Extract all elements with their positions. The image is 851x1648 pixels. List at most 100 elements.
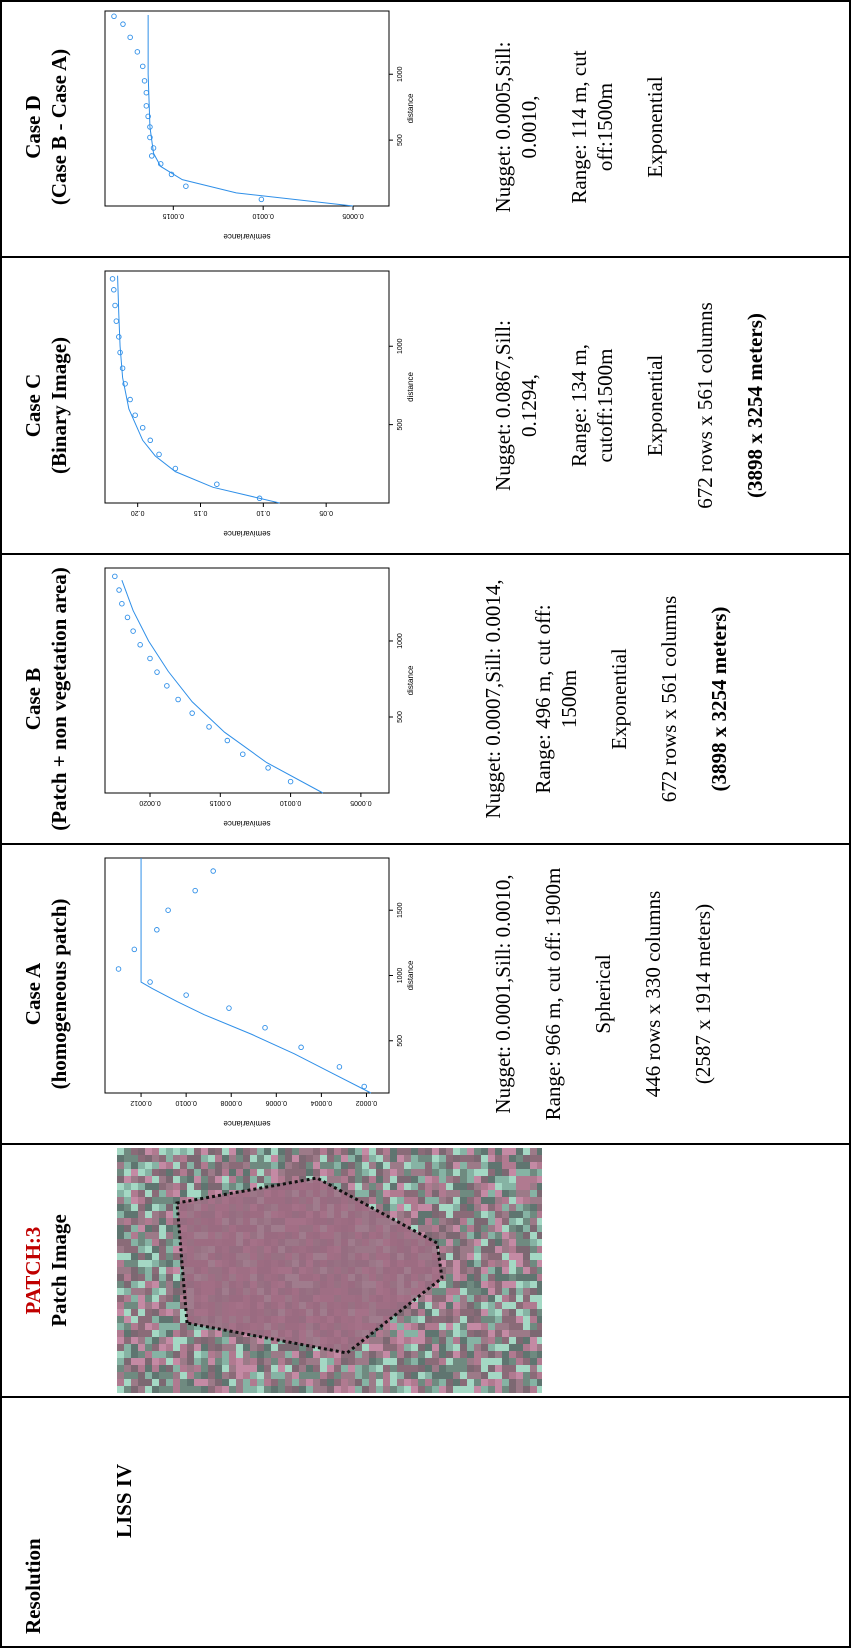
pixel [516, 1365, 523, 1372]
pixel [509, 1295, 516, 1302]
pixel [439, 1183, 446, 1190]
pixel [194, 1183, 201, 1190]
pixel [166, 1344, 173, 1351]
pixel [530, 1211, 537, 1218]
pixel [236, 1365, 243, 1372]
pixel [187, 1351, 194, 1358]
pixel [488, 1274, 495, 1281]
pixel [467, 1239, 474, 1246]
pixel [439, 1211, 446, 1218]
pixel [425, 1358, 432, 1365]
pixel [166, 1316, 173, 1323]
case-column: Case D (Case B - Case A) 500 1000 0.0005 0.0… [2, 0, 849, 256]
pixel [299, 1148, 306, 1155]
pixel [474, 1148, 481, 1155]
pixel [145, 1274, 152, 1281]
pixel [439, 1351, 446, 1358]
pixel [509, 1218, 516, 1225]
point [189, 710, 195, 716]
pixel [159, 1155, 166, 1162]
pixel [460, 1295, 467, 1302]
pixel [236, 1169, 243, 1176]
pixel [159, 1330, 166, 1337]
pixel [488, 1288, 495, 1295]
pixel [404, 1337, 411, 1344]
pixel [432, 1183, 439, 1190]
point [124, 614, 131, 621]
pixel [453, 1169, 460, 1176]
pixel [488, 1330, 495, 1337]
pixel [271, 1386, 278, 1393]
pixel [446, 1267, 453, 1274]
pixel [383, 1379, 390, 1386]
pixel [348, 1386, 355, 1393]
pixel [418, 1365, 425, 1372]
pixel [194, 1190, 201, 1197]
y-tick-label: 0.0015 [209, 799, 231, 806]
text-line: Spherical [591, 954, 615, 1034]
header: Case D (Case B - Case A) [2, 0, 102, 256]
pixel [376, 1351, 383, 1358]
case-text: Nugget: 0.0001,Sill: 0.0010, Range: 966 … [490, 845, 740, 1143]
pixel [229, 1365, 236, 1372]
pixel [117, 1176, 124, 1183]
pixel [502, 1379, 509, 1386]
pixel [348, 1190, 355, 1197]
pixel [537, 1148, 542, 1155]
pixel [236, 1386, 243, 1393]
pixel [397, 1204, 404, 1211]
pixel [250, 1148, 257, 1155]
pixel [208, 1344, 215, 1351]
pixel [509, 1148, 516, 1155]
pixel [530, 1169, 537, 1176]
pixel [474, 1386, 481, 1393]
pixel [306, 1379, 313, 1386]
pixel [397, 1365, 404, 1372]
pixel [446, 1225, 453, 1232]
pixel [530, 1239, 537, 1246]
pixel [502, 1260, 509, 1267]
pixel [131, 1169, 138, 1176]
pixel [229, 1379, 236, 1386]
y-tick-label: 0.10 [256, 509, 270, 516]
x-tick-label: 1000 [397, 338, 404, 354]
pixel [425, 1218, 432, 1225]
pixel [404, 1162, 411, 1169]
pixel [460, 1169, 467, 1176]
point [150, 145, 157, 151]
pixel [201, 1386, 208, 1393]
pixel [327, 1169, 334, 1176]
pixel [145, 1351, 152, 1358]
pixel [488, 1267, 495, 1274]
pixel [159, 1253, 166, 1260]
pixel [474, 1288, 481, 1295]
pixel [404, 1365, 411, 1372]
point [141, 78, 148, 84]
text-line: Range: 496 m, cut off: 1500m [531, 604, 581, 794]
pixel [502, 1169, 509, 1176]
pixel [460, 1330, 467, 1337]
pixel [530, 1281, 537, 1288]
pixel [250, 1351, 257, 1358]
pixel [187, 1379, 194, 1386]
pixel [537, 1246, 542, 1253]
pixel [502, 1316, 509, 1323]
pixel [166, 1260, 173, 1267]
pixel [411, 1183, 418, 1190]
pixel [341, 1379, 348, 1386]
pixel [509, 1246, 516, 1253]
pixel [138, 1288, 145, 1295]
pixel [131, 1344, 138, 1351]
pixel [229, 1169, 236, 1176]
pixel [187, 1358, 194, 1365]
pixel [222, 1155, 229, 1162]
pixel [264, 1344, 271, 1351]
pixel [131, 1295, 138, 1302]
pixel [138, 1218, 145, 1225]
pixel [222, 1365, 229, 1372]
pixel [446, 1309, 453, 1316]
pixel [488, 1351, 495, 1358]
pixel [474, 1211, 481, 1218]
pixel [523, 1218, 530, 1225]
pixel [292, 1155, 299, 1162]
